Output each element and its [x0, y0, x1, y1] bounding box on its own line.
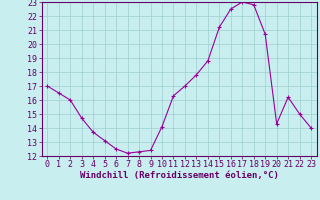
- X-axis label: Windchill (Refroidissement éolien,°C): Windchill (Refroidissement éolien,°C): [80, 171, 279, 180]
